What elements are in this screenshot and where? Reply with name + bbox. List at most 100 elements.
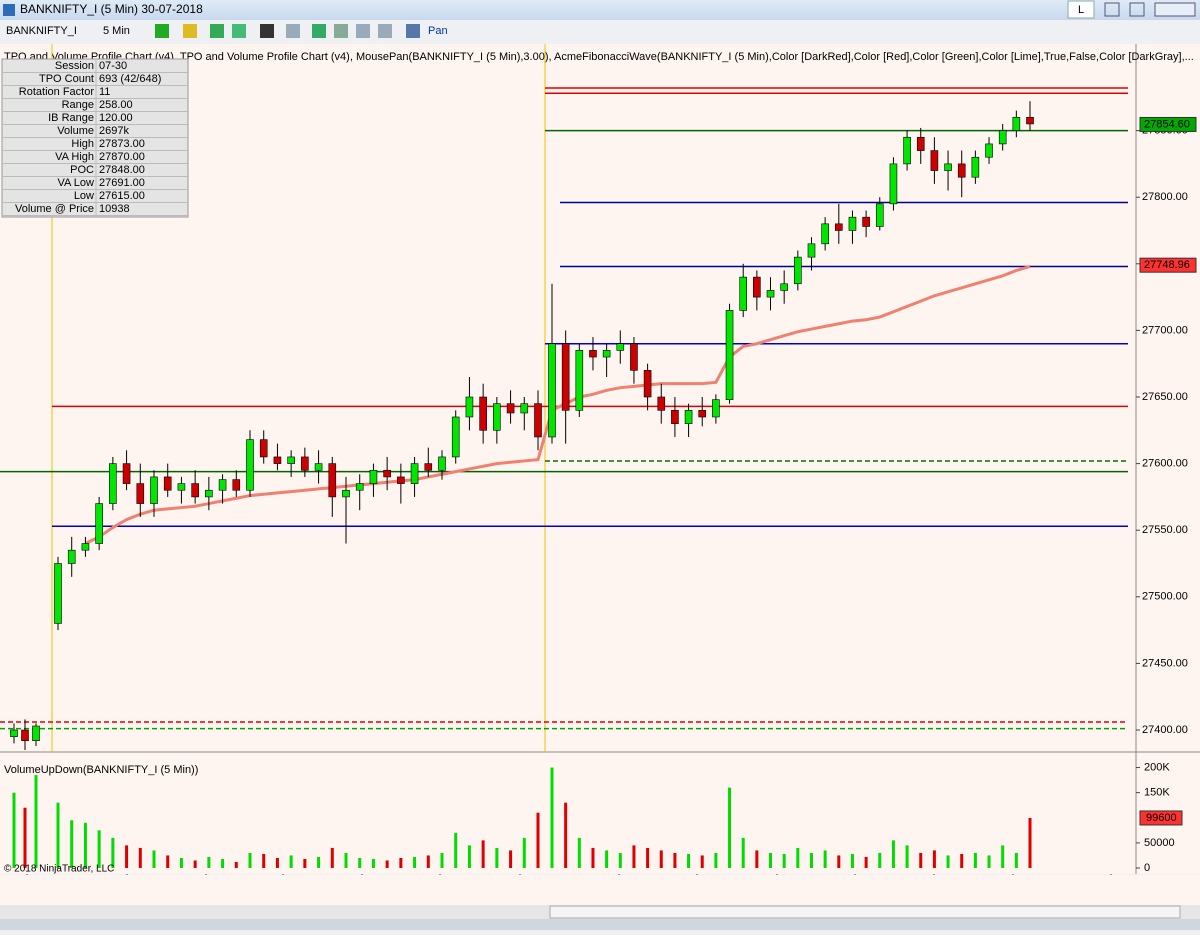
plot: 27400.00 27450.00 27500.00 27550.00 27600.00… (0, 87, 1197, 892)
y-tick-label: 150K (1144, 787, 1170, 799)
candle-body (944, 163, 952, 171)
status-strip (0, 919, 1200, 930)
candle-body (684, 410, 693, 424)
candle-body (355, 483, 364, 491)
volume-bar (97, 830, 101, 868)
volume-bar (618, 852, 622, 868)
scroll-thumb[interactable] (549, 905, 1181, 919)
candle-body (698, 410, 707, 418)
volume-bar (23, 807, 27, 868)
candle-body (122, 463, 131, 484)
info-key: Low (74, 190, 94, 202)
candle-body (465, 396, 474, 418)
volume-bar (782, 853, 786, 868)
volume-bar (70, 820, 74, 868)
volume-bar (330, 847, 334, 868)
symbol-selector[interactable]: BANKNIFTY_I (6, 25, 77, 37)
candle-body (1012, 116, 1021, 131)
info-key: IB Range (48, 112, 94, 124)
info-value: 27615.00 (99, 190, 145, 202)
candle-body (259, 439, 268, 458)
y-tick-label: 27600.00 (1142, 458, 1188, 470)
candle-body (314, 463, 323, 471)
volume-bar (413, 856, 417, 868)
candle-body (95, 503, 103, 544)
volume-bar (34, 775, 38, 868)
volume-bar (769, 852, 773, 868)
candle-body (834, 223, 843, 231)
candle-body (753, 276, 761, 298)
volume-bar (932, 850, 936, 868)
app-icon (3, 4, 15, 16)
price-marker (1139, 257, 1197, 273)
info-key: High (71, 138, 94, 150)
candle-body (616, 343, 625, 351)
candle-body (875, 203, 884, 227)
volume-bar (179, 857, 183, 868)
volume-bar (946, 855, 950, 868)
volume-bar (358, 857, 362, 868)
candle-body (397, 476, 405, 484)
volume-bar (960, 853, 964, 868)
volume-bar (83, 822, 87, 868)
y-tick-label: 27700.00 (1142, 324, 1188, 336)
candle-body (163, 476, 172, 491)
candle-body (506, 403, 515, 414)
candle-body (191, 483, 199, 498)
volume-bar (591, 847, 595, 868)
volume-bar (166, 855, 170, 868)
candle-body (67, 549, 76, 564)
candle-body (383, 469, 391, 478)
candle-body (424, 463, 433, 471)
y-tick-label: 50000 (1144, 837, 1175, 849)
candle-body (438, 456, 446, 471)
y-tick-label: 27550.00 (1142, 524, 1188, 536)
volume-bar (741, 837, 745, 868)
info-key: VA Low (58, 177, 95, 189)
volume-bar (536, 812, 540, 868)
restore[interactable] (1129, 2, 1145, 17)
candle-body (534, 403, 542, 438)
volume-bar (796, 847, 800, 868)
volume-bar (467, 845, 471, 868)
candle-body (821, 223, 829, 245)
candle-body (848, 216, 857, 231)
volume-bar (837, 855, 841, 868)
info-key: Range (62, 99, 94, 111)
info-value: 258.00 (99, 99, 133, 111)
copyright: © 2018 NinjaTrader, LLC (4, 864, 114, 875)
candle-body (862, 216, 870, 227)
candle-body (671, 410, 679, 424)
info-value: 27691.00 (99, 177, 145, 189)
info-value: 27873.00 (99, 138, 145, 150)
volume-bar (371, 858, 375, 868)
close[interactable] (1154, 2, 1196, 17)
volume-bar (550, 767, 554, 868)
price-marker (1139, 116, 1197, 132)
info-value: 11 (99, 86, 110, 98)
volume-bar (426, 855, 430, 868)
candle-body (725, 310, 734, 400)
candle-body (575, 350, 584, 411)
pan-tool[interactable]: Pan (428, 25, 448, 37)
info-key: VA High (55, 151, 94, 163)
info-value: 07-30 (99, 60, 127, 72)
volume-bar (221, 858, 225, 868)
interval-selector[interactable]: 5 Min (103, 25, 130, 37)
volume-bar (987, 855, 991, 868)
y-tick-label: 27650.00 (1142, 391, 1188, 403)
candle-body (109, 463, 117, 504)
candle-body (957, 163, 966, 178)
y-tick-label: 27800.00 (1142, 191, 1188, 203)
volume-bar (728, 787, 732, 868)
candle-body (218, 479, 227, 491)
minimize[interactable] (1104, 2, 1120, 17)
volume-bar (509, 850, 513, 868)
info-value: 27870.00 (99, 151, 145, 163)
chart-area (0, 44, 1200, 874)
link-button[interactable] (1067, 0, 1095, 19)
candle-body (780, 283, 788, 291)
candle-body (643, 370, 652, 398)
